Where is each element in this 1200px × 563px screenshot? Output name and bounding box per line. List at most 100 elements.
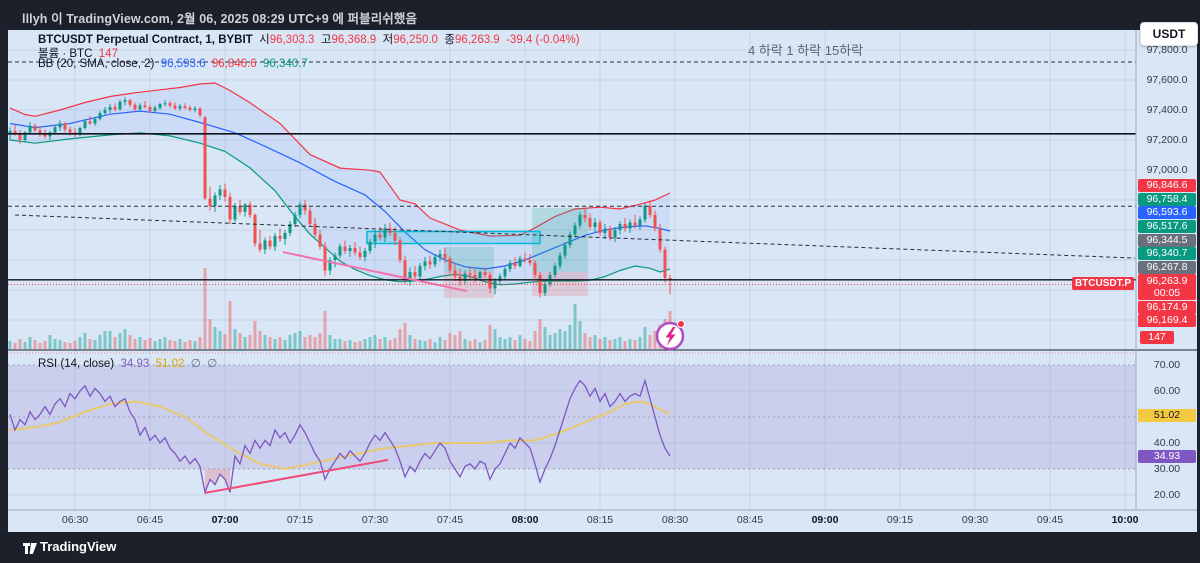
volume-bar [513,340,517,349]
candle-body [323,246,327,271]
price-axis-label: 97,200.0 [1146,134,1188,146]
rsi-oversold-fill [205,469,230,493]
volume-bar [318,333,322,349]
candle-body [648,206,652,215]
rsi-empty-1: ∅ [190,358,201,370]
candle-body [203,117,207,199]
currency-toggle-button[interactable]: USDT [1140,22,1198,46]
volume-bar [578,321,582,349]
volume-bar [33,340,37,349]
candle-body [468,273,472,275]
volume-bar [198,337,202,349]
candle-body [123,100,127,102]
volume-bar [163,337,167,349]
volume-bar [653,331,657,349]
volume-bar [298,331,302,349]
dashed-trendline[interactable] [14,214,1136,259]
lightning-bolt-icon [665,327,676,346]
symbol-title: BTCUSDT Perpetual Contract, 1, BYBIT [38,34,253,46]
candle-body [488,275,492,289]
volume-bar [643,327,647,349]
candle-body [208,198,212,206]
volume-bar [43,341,47,349]
candle-body [633,222,637,226]
volume-legend-row[interactable]: 볼륨 · BTC 147 [38,45,118,61]
volume-bar [183,342,187,349]
pink-trendline[interactable] [282,251,468,293]
cyan-box-drawing[interactable] [366,230,541,245]
volume-bar [468,341,472,349]
candle-body [258,243,262,250]
candle-body [63,123,67,130]
rsi-value: 34.93 [120,358,150,370]
candle-body [378,234,382,238]
price-axis-badge: 96,846.6 [1138,179,1196,192]
candle-body [128,100,132,105]
candle-body [398,240,402,260]
price-axis-label: 97,600.0 [1146,74,1188,86]
publisher-text: lllyh 이 TradingView.com, 2월 06, 2025 08:… [22,12,418,26]
volume-bar [633,340,637,349]
candle-body [153,107,157,111]
candle-body [593,222,597,227]
volume-bar [18,339,22,349]
volume-bar [118,333,122,349]
volume-bar [533,331,537,349]
volume-bar [13,343,17,349]
candle-body [613,230,617,238]
rsi-pink-trendline[interactable] [204,458,389,494]
candle-body [518,258,522,266]
price-axis-badge: 96,344.5 [1138,234,1196,247]
candle-body [463,273,467,281]
volume-bar [543,327,547,349]
candle-body [578,215,582,226]
candle-body [93,119,97,124]
volume-bar [393,338,397,349]
candle-body [118,101,122,110]
volume-bar [523,339,527,349]
time-axis-label: 08:00 [511,514,539,526]
candle-body [133,104,137,110]
candle-body [643,206,647,220]
candle-body [443,254,447,259]
candle-body [473,275,477,278]
rsi-axis-label: 70.00 [1153,359,1181,371]
candle-body [413,272,417,277]
volume-bar [508,337,512,349]
rsi-legend-row[interactable]: RSI (14, close) 34.93 51.02 ∅ ∅ [38,356,217,370]
candle-body [183,106,187,108]
volume-bar [423,341,427,349]
volume-bar [568,325,572,349]
candle-body [478,272,482,278]
volume-bar [493,329,497,349]
candle-body [108,107,112,110]
volume-bar [273,339,277,349]
bb-legend-row[interactable]: BB (20, SMA, close, 2) 96,593.6 96,846.6… [38,58,308,70]
candle-body [328,260,332,271]
candle-body [533,263,537,275]
volume-bar [218,331,222,349]
volume-bar [618,337,622,349]
volume-bar [553,333,557,349]
volume-bar [388,340,392,349]
volume-bar [213,327,217,349]
candle-body [663,249,667,278]
candle-body [568,234,572,245]
symbol-legend-row[interactable]: BTCUSDT Perpetual Contract, 1, BYBIT 시96… [38,31,580,47]
candle-body [423,261,427,266]
candle-body [188,107,192,110]
volume-bar [378,339,382,349]
volume-bar [53,339,57,349]
candle-body [8,131,12,134]
volume-bar [208,319,212,349]
volume-bar [433,342,437,349]
volume-bar [483,340,487,349]
time-axis-label: 08:45 [736,514,764,526]
tradingview-logo-icon[interactable] [22,540,38,556]
rsi-ma-value: 51.02 [155,358,185,370]
candle-body [623,224,627,229]
candle-body [298,204,302,215]
candle-body [13,131,17,134]
high-value: 96,368.9 [331,34,377,46]
